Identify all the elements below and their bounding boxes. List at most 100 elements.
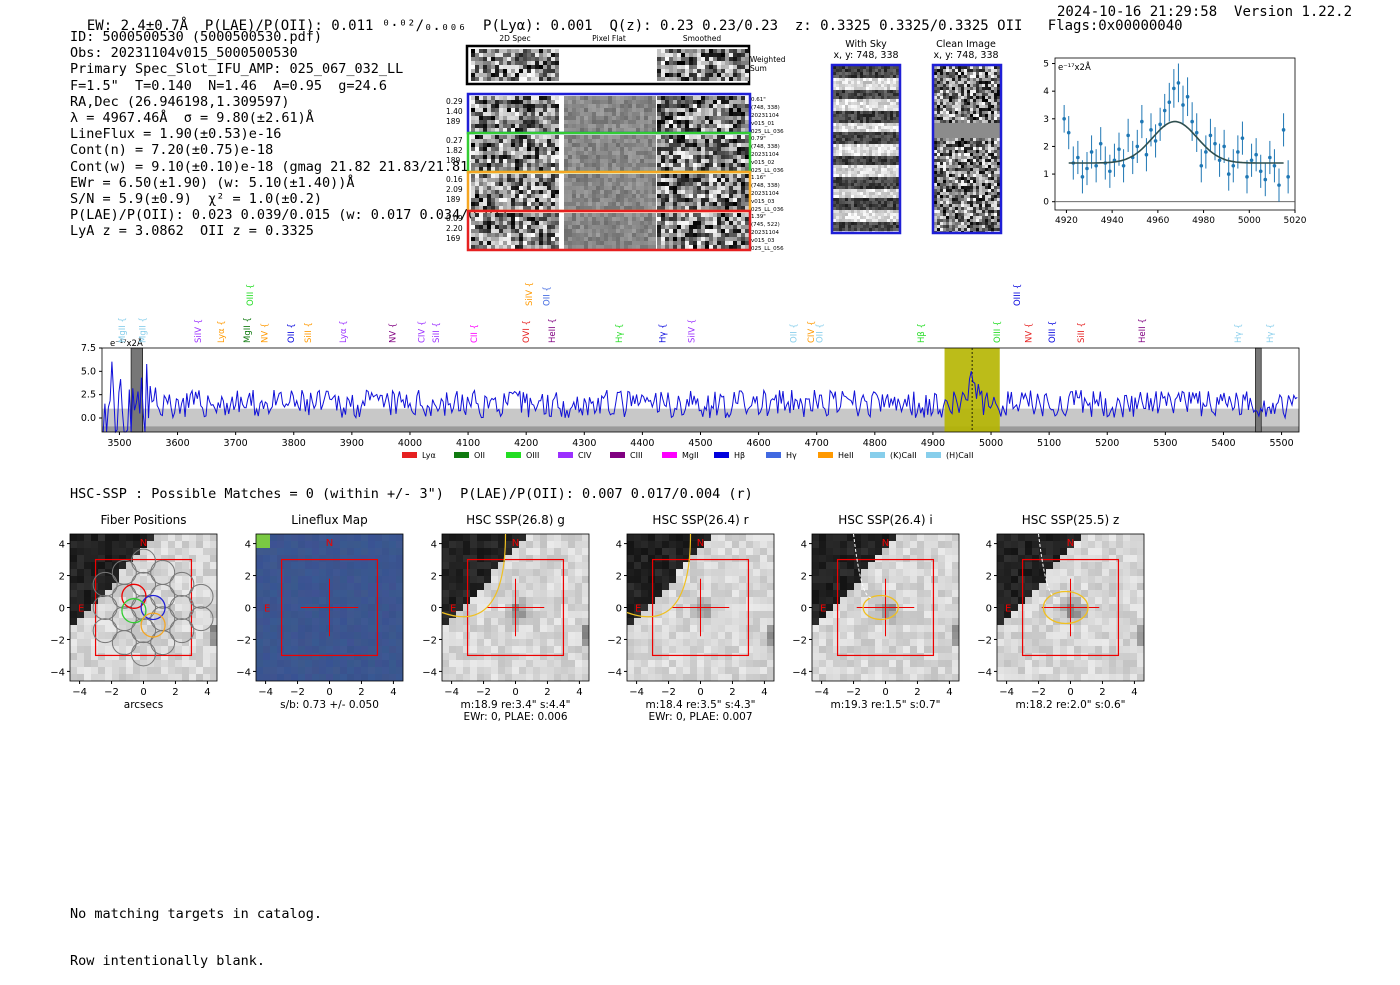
pixel xyxy=(878,129,881,132)
pixel xyxy=(997,144,1000,147)
pixel xyxy=(564,198,568,202)
pixel xyxy=(657,221,661,225)
pixel xyxy=(997,87,1000,90)
pixel xyxy=(673,194,677,198)
pixel xyxy=(745,159,749,163)
pixel xyxy=(701,61,705,65)
pixel xyxy=(725,143,729,147)
pixel xyxy=(934,147,937,150)
pixel xyxy=(572,151,576,155)
pixel xyxy=(839,225,842,228)
pixel xyxy=(648,139,652,143)
with-sky-title: With Sky xyxy=(845,39,887,50)
pixel xyxy=(964,78,967,81)
pixel xyxy=(881,189,884,192)
pixel xyxy=(523,174,527,178)
pixel xyxy=(741,124,745,128)
pixel xyxy=(860,195,863,198)
pixel xyxy=(863,144,866,147)
pixel xyxy=(887,177,890,180)
pixel xyxy=(564,174,568,178)
pixel xyxy=(741,245,745,249)
pixel xyxy=(937,126,940,129)
pixel xyxy=(709,202,713,206)
pixel xyxy=(551,167,555,171)
pixel xyxy=(737,198,741,202)
pixel xyxy=(693,178,697,182)
pixel xyxy=(592,139,596,143)
pixel xyxy=(875,162,878,165)
pixel xyxy=(648,225,652,229)
pixel xyxy=(483,124,487,128)
pixel xyxy=(884,138,887,141)
pixel xyxy=(535,198,539,202)
pixel xyxy=(596,237,600,241)
pixel xyxy=(836,228,839,231)
pixel xyxy=(970,162,973,165)
pixel xyxy=(848,93,851,96)
pixel xyxy=(628,167,632,171)
pixel xyxy=(551,202,555,206)
pixel xyxy=(949,156,952,159)
pixel xyxy=(689,202,693,206)
pixel xyxy=(709,233,713,237)
pixel xyxy=(519,159,523,163)
pixel xyxy=(588,229,592,233)
pixel xyxy=(851,72,854,75)
pixel xyxy=(940,75,943,78)
row-smoothed xyxy=(657,174,749,210)
pixel xyxy=(952,129,955,132)
pixel xyxy=(988,129,991,132)
pixel xyxy=(943,117,946,120)
pixel xyxy=(705,77,709,81)
pixel xyxy=(848,156,851,159)
pixel xyxy=(988,132,991,135)
cutout-panel: 2D Spec Pixel Flat SmoothedWeightedSum0.29… xyxy=(446,34,786,252)
pixel xyxy=(994,147,997,150)
pixel xyxy=(632,194,636,198)
pixel xyxy=(893,204,896,207)
pixel xyxy=(946,171,949,174)
pixel xyxy=(652,159,656,163)
pixel xyxy=(568,143,572,147)
pixel xyxy=(616,241,620,245)
pixel xyxy=(973,159,976,162)
pixel xyxy=(733,120,737,124)
pixel xyxy=(535,116,539,120)
pixel xyxy=(499,213,503,217)
pixel xyxy=(596,221,600,225)
pixel xyxy=(685,155,689,159)
pixel xyxy=(539,245,543,249)
pixel xyxy=(709,174,713,178)
pixel xyxy=(539,202,543,206)
pixel xyxy=(896,84,899,87)
pixel xyxy=(652,139,656,143)
pixel xyxy=(887,147,890,150)
pixel xyxy=(539,159,543,163)
pixel xyxy=(657,155,661,159)
pixel xyxy=(677,116,681,120)
pixel xyxy=(973,66,976,69)
pixel xyxy=(693,112,697,116)
pixel xyxy=(997,156,1000,159)
pixel xyxy=(564,182,568,186)
pixel xyxy=(997,84,1000,87)
pixel xyxy=(713,147,717,151)
pixel xyxy=(729,120,733,124)
pixel xyxy=(547,124,551,128)
pixel xyxy=(833,102,836,105)
pixel xyxy=(503,206,507,210)
pixel xyxy=(709,128,713,132)
pixel xyxy=(713,128,717,132)
pixel xyxy=(949,174,952,177)
pixel xyxy=(652,186,656,190)
pixel xyxy=(685,57,689,61)
pixel xyxy=(979,153,982,156)
pixel xyxy=(568,198,572,202)
pixel xyxy=(884,222,887,225)
pixel xyxy=(836,225,839,228)
pixel xyxy=(551,147,555,151)
pixel xyxy=(648,178,652,182)
pixel xyxy=(709,163,713,167)
pixel xyxy=(833,198,836,201)
